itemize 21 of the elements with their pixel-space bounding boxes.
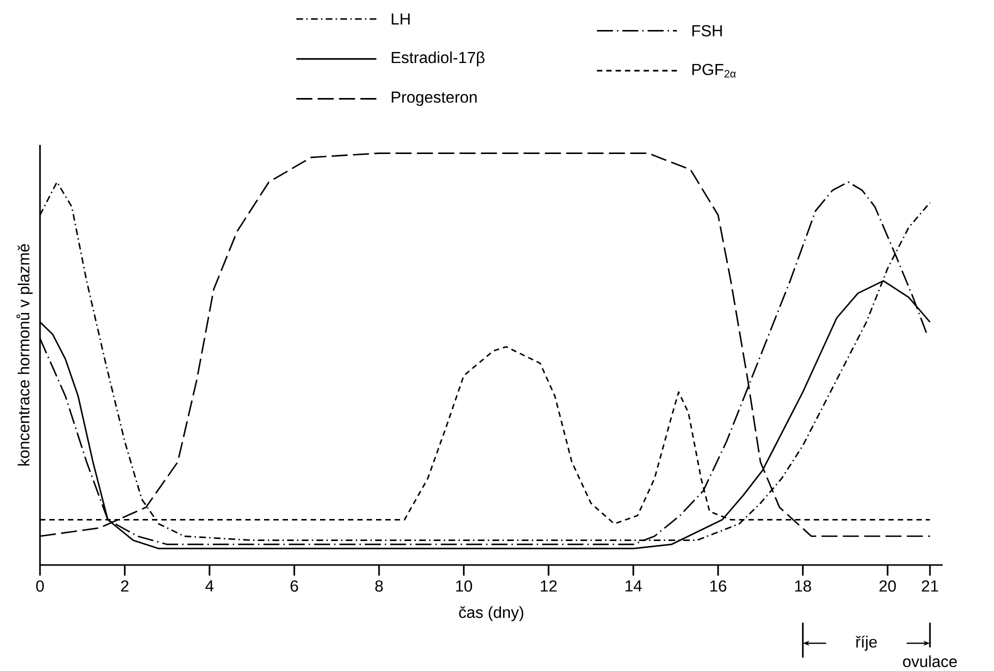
- x-tick-label: 14: [626, 580, 642, 592]
- x-tick-label: 8: [375, 580, 383, 592]
- x-tick-label: 12: [540, 580, 557, 592]
- x-tick-label: 2: [121, 580, 128, 592]
- legend-label: LH: [392, 13, 410, 24]
- annotation: ovulace: [903, 655, 957, 668]
- x-axis-title: čas (dny): [459, 606, 524, 622]
- legend-label: FSH: [692, 25, 722, 36]
- x-tick-label: 18: [795, 580, 812, 592]
- legend-label: Progesteron: [392, 92, 477, 106]
- x-tick-label: 0: [36, 580, 44, 592]
- text: říje: [856, 636, 877, 651]
- y-axis-title: koncentrace hormonů v plazmě: [16, 244, 33, 466]
- x-tick-label: 21: [922, 580, 938, 592]
- legend-label: Estradiol-17β: [392, 51, 484, 66]
- x-tick-label: 16: [710, 580, 726, 592]
- x-tick-label: 20: [879, 580, 896, 592]
- x-tick-label: 4: [205, 580, 214, 592]
- legend-label: PGF$_{2α}$: [692, 64, 736, 78]
- x-tick-label: 10: [456, 580, 472, 592]
- x-tick-label: 6: [290, 580, 298, 592]
